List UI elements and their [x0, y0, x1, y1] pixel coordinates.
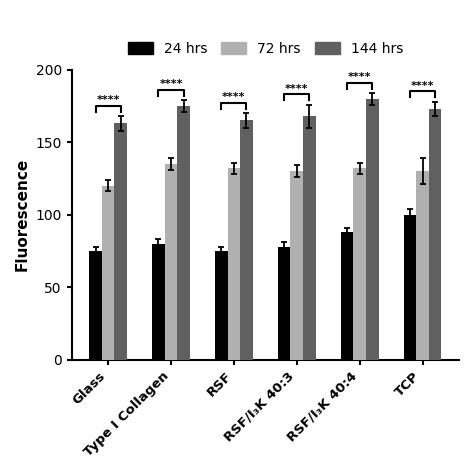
Bar — [353, 168, 366, 360]
Bar — [240, 120, 253, 360]
Text: ****: **** — [411, 81, 434, 91]
Bar — [152, 244, 165, 360]
Bar — [89, 251, 102, 360]
Bar — [341, 232, 353, 360]
Bar — [114, 123, 127, 360]
Text: ****: **** — [159, 79, 183, 89]
Bar — [429, 109, 441, 360]
Bar — [404, 215, 416, 360]
Text: ****: **** — [222, 92, 246, 102]
Y-axis label: Fluorescence: Fluorescence — [15, 158, 30, 271]
Bar — [102, 186, 114, 360]
Bar — [416, 171, 429, 360]
Bar — [177, 106, 190, 360]
Bar — [278, 246, 291, 360]
Legend: 24 hrs, 72 hrs, 144 hrs: 24 hrs, 72 hrs, 144 hrs — [125, 39, 406, 58]
Bar — [366, 99, 379, 360]
Bar — [303, 116, 316, 360]
Bar — [215, 251, 228, 360]
Text: ****: **** — [285, 83, 309, 94]
Bar — [291, 171, 303, 360]
Text: ****: **** — [348, 72, 372, 82]
Bar — [165, 164, 177, 360]
Text: ****: **** — [96, 95, 120, 105]
Bar — [228, 168, 240, 360]
